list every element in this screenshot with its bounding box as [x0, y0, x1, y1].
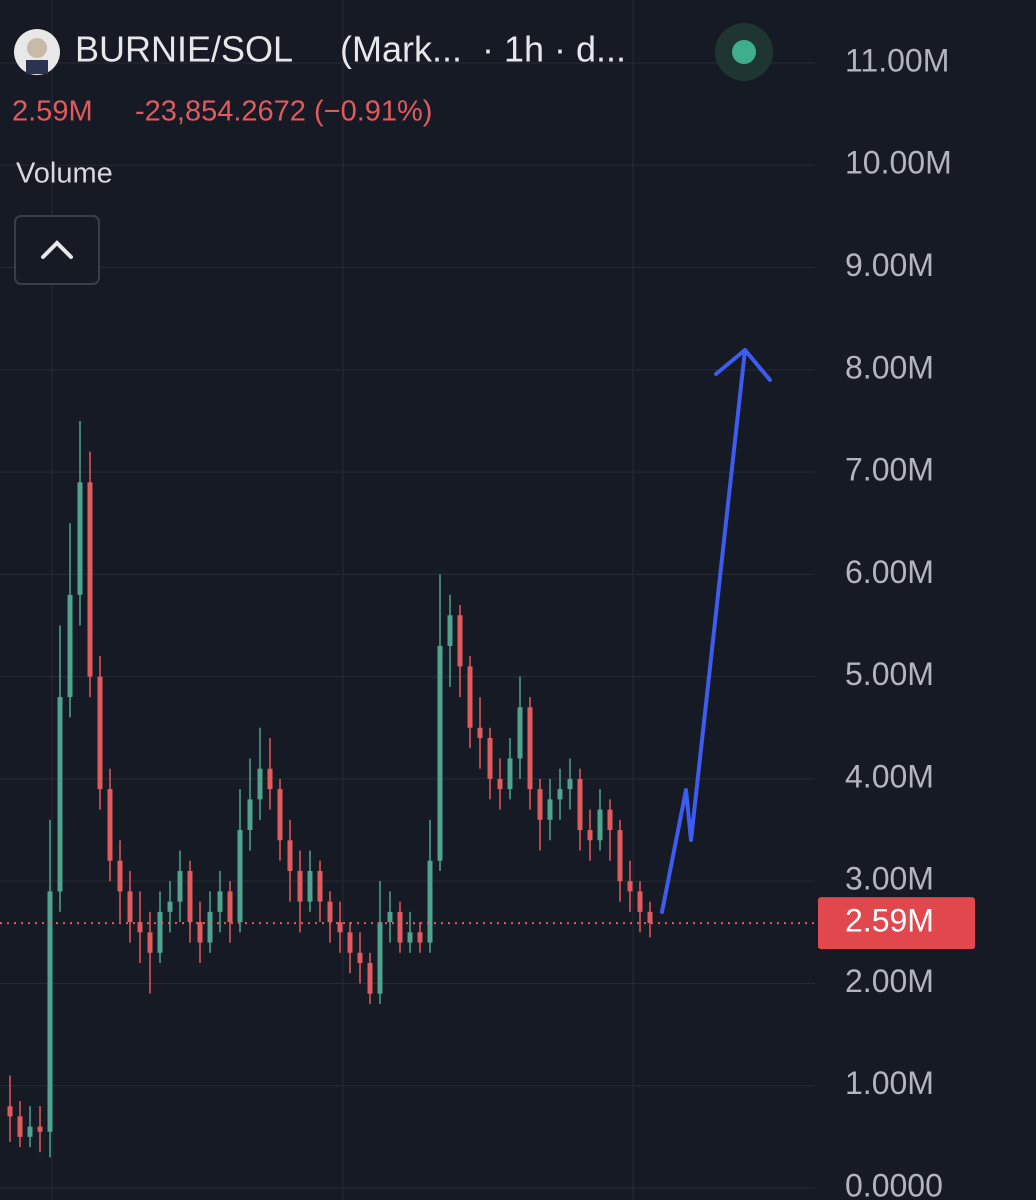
candle-body	[627, 881, 633, 892]
candle-body	[647, 911, 653, 924]
candle-body	[47, 891, 53, 1132]
candle-body	[127, 891, 133, 923]
last-price-label: 2.59M	[845, 903, 934, 939]
symbol: BURNIE/SOL	[75, 29, 293, 70]
candle-body	[237, 830, 243, 923]
y-tick-label: 8.00M	[845, 349, 934, 385]
y-tick-label: 2.00M	[845, 963, 934, 999]
button-frame[interactable]	[14, 215, 100, 285]
candle-body	[577, 778, 583, 831]
candle-body	[437, 645, 443, 861]
avatar-body	[26, 60, 48, 74]
last-value: 2.59M	[12, 96, 93, 128]
candles	[7, 420, 653, 1158]
candle-body	[137, 922, 143, 933]
y-tick-label: 0.0000	[845, 1167, 943, 1200]
candle-body	[187, 870, 193, 923]
candle-body	[507, 758, 513, 790]
y-tick-label: 11.00M	[845, 42, 949, 78]
candle-body	[77, 482, 83, 595]
candle-body	[397, 911, 403, 943]
grid	[0, 0, 815, 1200]
candle-body	[487, 738, 493, 779]
candle-body	[207, 911, 213, 943]
candle-body	[27, 1126, 33, 1137]
collapse-button[interactable]	[14, 215, 100, 285]
candle-body	[97, 676, 103, 790]
y-tick-label: 3.00M	[845, 861, 934, 897]
candle-body	[157, 911, 163, 953]
candle-body	[247, 799, 253, 831]
candle-body	[277, 789, 283, 841]
candle-body	[607, 809, 613, 831]
y-tick-label: 10.00M	[845, 145, 952, 181]
candle-body	[457, 615, 463, 667]
candle-body	[557, 789, 563, 800]
candle-body	[87, 482, 93, 677]
candle-body	[107, 789, 113, 861]
candle-body	[467, 666, 473, 728]
candle-body	[367, 963, 373, 994]
candle-body	[67, 594, 73, 698]
candle-body	[357, 952, 363, 963]
candle-body	[7, 1106, 13, 1117]
title-rest: (Mark... · 1h · d...	[340, 29, 626, 70]
candle-body	[197, 922, 203, 943]
candle-body	[477, 727, 483, 738]
candle-body	[617, 830, 623, 882]
candle-body	[257, 768, 263, 800]
indicator-label: Volume	[16, 158, 113, 190]
candle-body	[267, 768, 273, 790]
candle-body	[407, 932, 413, 943]
candle-body	[217, 891, 223, 912]
candle-body	[57, 697, 63, 892]
y-tick-label: 9.00M	[845, 247, 934, 283]
candle-body	[427, 860, 433, 943]
candle-body	[517, 707, 523, 759]
status-dot	[732, 40, 756, 64]
chevron-up[interactable]	[41, 240, 73, 259]
candle-body	[537, 789, 543, 820]
candle-body	[587, 830, 593, 841]
candle-body	[447, 615, 453, 646]
candle-body	[17, 1116, 23, 1137]
candle-body	[227, 891, 233, 923]
candle-body	[527, 707, 533, 790]
candle-body	[387, 911, 393, 923]
candle-body	[287, 840, 293, 871]
y-tick-label: 7.00M	[845, 452, 934, 488]
candle-body	[597, 809, 603, 841]
candle-body	[317, 870, 323, 902]
candle-body	[417, 932, 423, 943]
candle-body	[37, 1126, 43, 1132]
y-tick-label: 1.00M	[845, 1065, 934, 1101]
candle-body	[637, 891, 643, 912]
last-price-tag	[818, 897, 975, 950]
candle-body	[547, 799, 553, 820]
candle-body	[307, 870, 313, 902]
candle-body	[177, 870, 183, 902]
candle-body	[117, 860, 123, 892]
y-tick-label: 6.00M	[845, 554, 934, 590]
avatar-face	[27, 38, 47, 58]
candle-body	[337, 922, 343, 933]
change: -23,854.2672 (−0.91%)	[135, 96, 432, 128]
arrow-annotation	[660, 348, 772, 914]
candle-body	[327, 901, 333, 923]
candle-body	[347, 932, 353, 953]
candle-body	[377, 922, 383, 994]
y-tick-label: 5.00M	[845, 656, 934, 692]
candle-body	[567, 778, 573, 790]
candle-body	[297, 870, 303, 902]
y-tick-label: 4.00M	[845, 758, 934, 794]
candle-body	[167, 901, 173, 912]
candle-body	[147, 932, 153, 953]
candle-body	[497, 778, 503, 790]
